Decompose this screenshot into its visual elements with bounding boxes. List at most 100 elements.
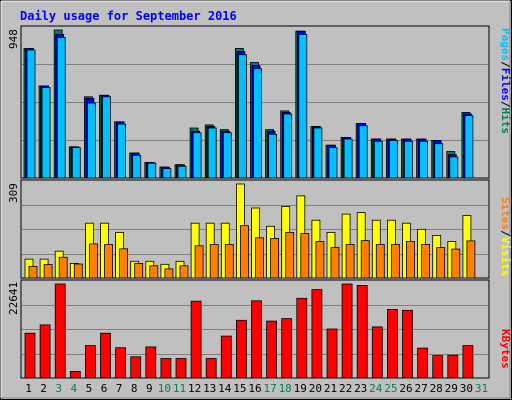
- pages-bar: [41, 87, 51, 179]
- x-tick-label: 7: [116, 382, 123, 395]
- pages-bar: [328, 147, 338, 179]
- kbytes-bar: [296, 297, 308, 379]
- x-tick-label: 30: [460, 382, 473, 395]
- legend-sep-2: /: [499, 101, 512, 108]
- legend-visits: Visits: [499, 237, 512, 277]
- kbytes-bar: [85, 345, 96, 379]
- x-tick-label: 27: [414, 382, 427, 395]
- sites-bar: [164, 268, 174, 279]
- legend-pages: Pages: [499, 28, 512, 61]
- sites-bar: [390, 244, 400, 279]
- kbytes-bar: [371, 326, 383, 379]
- x-tick-label: 3: [55, 382, 62, 395]
- pages-bar: [434, 143, 444, 179]
- x-tick-label: 23: [354, 382, 367, 395]
- kbytes-bar: [251, 300, 262, 379]
- kbytes-bar: [205, 358, 217, 379]
- sites-bar: [119, 248, 128, 279]
- pages-bar: [449, 156, 459, 179]
- sites-bar: [179, 265, 189, 279]
- x-tick-label: 16: [248, 382, 261, 395]
- kbytes-bar: [341, 283, 353, 379]
- x-tick-label: 8: [131, 382, 138, 395]
- pages-bar: [464, 115, 474, 179]
- x-tick-label: 11: [173, 382, 186, 395]
- kbytes-bar: [54, 283, 66, 379]
- x-tick-label: 2: [40, 382, 47, 395]
- sites-bar: [330, 247, 340, 279]
- pages-bar: [358, 125, 368, 179]
- sites-bar: [345, 244, 355, 279]
- sites-bar: [134, 262, 144, 279]
- kbytes-bar: [386, 309, 398, 379]
- kbytes-bar: [160, 358, 172, 379]
- x-tick-label: 12: [188, 382, 201, 395]
- x-tick-label: 10: [158, 382, 171, 395]
- kbytes-bar: [311, 289, 323, 379]
- pages-bar: [162, 168, 172, 179]
- bottom-panel-legend: KBytes: [499, 329, 512, 369]
- kbytes-bar: [447, 354, 459, 379]
- x-tick-label: 31: [475, 382, 488, 395]
- kbytes-bar: [220, 335, 232, 379]
- pages-bar: [87, 102, 96, 179]
- kbytes-bar: [417, 347, 429, 379]
- bottom-panel-max-label: 22641: [7, 282, 20, 315]
- x-tick-label: 18: [279, 382, 292, 395]
- kbytes-bar: [462, 345, 474, 379]
- x-tick-label: 26: [399, 382, 412, 395]
- sites-bar: [239, 225, 249, 279]
- x-tick-label: 29: [445, 382, 458, 395]
- sites-bar: [315, 241, 325, 279]
- x-tick-label: 1: [25, 382, 32, 395]
- legend-files: Files: [499, 68, 512, 101]
- sites-bar: [104, 244, 113, 279]
- pages-bar: [56, 37, 66, 179]
- sites-bar: [300, 233, 310, 279]
- pages-bar: [132, 154, 142, 179]
- x-tick-label: 21: [324, 382, 337, 395]
- sites-bar: [375, 244, 385, 279]
- sites-bar: [285, 231, 295, 279]
- kbytes-bar: [356, 284, 368, 379]
- pages-bar: [222, 132, 232, 179]
- x-tick-label: 20: [309, 382, 322, 395]
- x-tick-label: 14: [218, 382, 232, 395]
- legend-hits: Hits: [499, 108, 512, 135]
- kbytes-bar: [175, 358, 187, 379]
- kbytes-bar: [24, 332, 36, 379]
- pages-bar: [313, 127, 323, 179]
- x-tick-label: 17: [263, 382, 276, 395]
- kbytes-bar: [115, 347, 126, 379]
- middle-panel-legend: Sites/Visits: [499, 197, 512, 277]
- sites-bar: [406, 241, 415, 279]
- pages-bar: [117, 123, 126, 179]
- kbytes-bar: [145, 346, 157, 379]
- legend-sep-3: /: [499, 230, 512, 237]
- x-tick-label: 15: [233, 382, 246, 395]
- x-tick-label: 22: [339, 382, 352, 395]
- sites-bar: [270, 238, 280, 279]
- sites-bar: [28, 265, 38, 279]
- sites-bar: [436, 247, 446, 279]
- x-tick-label: 24: [369, 382, 383, 395]
- sites-bar: [58, 256, 68, 279]
- pages-bar: [177, 165, 187, 179]
- kbytes-bar: [326, 328, 338, 379]
- kbytes-bar: [39, 324, 51, 379]
- sites-bar: [73, 263, 83, 279]
- legend-kbytes: KBytes: [499, 329, 512, 369]
- x-tick-label: 13: [203, 382, 216, 395]
- pages-bar: [373, 140, 383, 179]
- chart-title: Daily usage for September 2016: [20, 9, 237, 23]
- x-tick-label: 5: [86, 382, 93, 395]
- x-tick-label: 6: [101, 382, 108, 395]
- top-panel-legend: Pages/Files/Hits: [499, 28, 512, 134]
- x-tick-label: 19: [294, 382, 307, 395]
- sites-bar: [194, 245, 204, 279]
- pages-bar: [404, 140, 413, 179]
- pages-bar: [388, 140, 398, 179]
- pages-bar: [192, 132, 202, 179]
